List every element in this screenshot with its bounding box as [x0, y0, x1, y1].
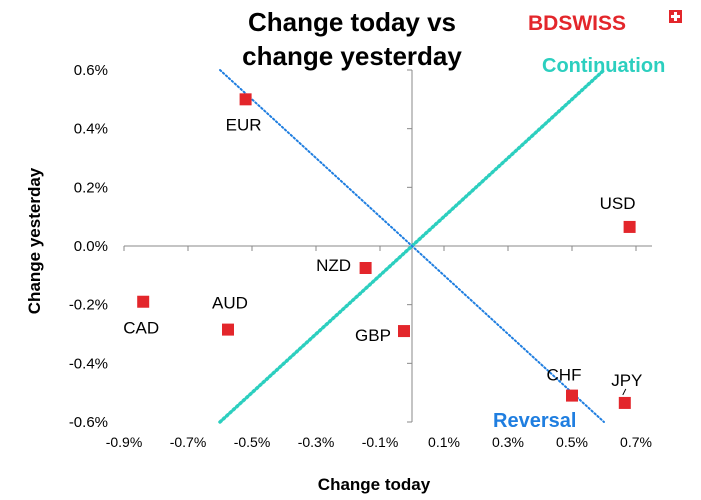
marker-gbp — [398, 325, 410, 338]
y-axis-label: Change yesterday — [25, 167, 44, 314]
marker-usd — [623, 220, 636, 233]
x-tick-label: -0.5% — [234, 434, 271, 450]
point-label-nzd: NZD — [316, 256, 351, 275]
x-tick-label: 0.5% — [556, 434, 588, 450]
marker-chf — [566, 389, 578, 402]
y-tick-label: 0.6% — [74, 62, 108, 79]
x-tick-label: -0.7% — [170, 434, 207, 450]
y-tick-label: -0.4% — [69, 355, 108, 372]
data-points: EUR USD NZD CAD AUD GBP CHF JPY — [123, 93, 642, 409]
chart-title-line-1: Change today vs — [248, 7, 456, 37]
chart-title-line-2: change yesterday — [242, 41, 462, 71]
marker-eur — [239, 93, 252, 106]
y-tick-label: -0.2% — [69, 297, 108, 314]
point-label-usd: USD — [600, 194, 636, 213]
point-label-gbp: GBP — [355, 326, 391, 345]
point-label-jpy: JPY — [611, 371, 642, 390]
point-label-cad: CAD — [123, 319, 159, 338]
jpy-leader-line — [622, 388, 627, 396]
reversal-annotation: Reversal — [493, 410, 576, 432]
y-tick-label: -0.6% — [69, 414, 108, 431]
x-tick-label: 0.1% — [428, 434, 460, 450]
x-tick-label: 0.3% — [492, 434, 524, 450]
swiss-cross-icon-horizontal — [671, 15, 680, 18]
marker-aud — [222, 323, 234, 336]
x-tick-label: 0.7% — [620, 434, 652, 450]
point-label-eur: EUR — [226, 115, 262, 134]
reference-lines — [218, 68, 606, 424]
x-tick-label: -0.3% — [298, 434, 335, 450]
marker-cad — [137, 295, 150, 308]
x-tick-label: -0.9% — [106, 434, 143, 450]
x-axis-label: Change today — [318, 475, 431, 494]
point-label-aud: AUD — [212, 294, 248, 313]
reversal-line — [219, 69, 605, 423]
marker-nzd — [359, 262, 372, 274]
x-tick-labels: -0.9% -0.7% -0.5% -0.3% -0.1% 0.1% 0.3% 0.5% 0.7… — [106, 434, 652, 450]
bdswiss-logo: BDSWISS — [528, 10, 682, 35]
y-tick-labels: -0.6% -0.4% -0.2% 0.0% 0.2% 0.4% 0.6% — [69, 62, 108, 431]
x-tick-label: -0.1% — [362, 434, 399, 450]
point-label-chf: CHF — [547, 366, 582, 385]
logo-text-bd: BDSWISS — [528, 12, 626, 35]
y-tick-label: 0.4% — [74, 121, 108, 138]
marker-jpy — [618, 396, 631, 409]
continuation-annotation: Continuation — [542, 55, 665, 77]
y-tick-label: 0.2% — [74, 179, 108, 196]
y-tick-label: 0.0% — [74, 238, 108, 255]
